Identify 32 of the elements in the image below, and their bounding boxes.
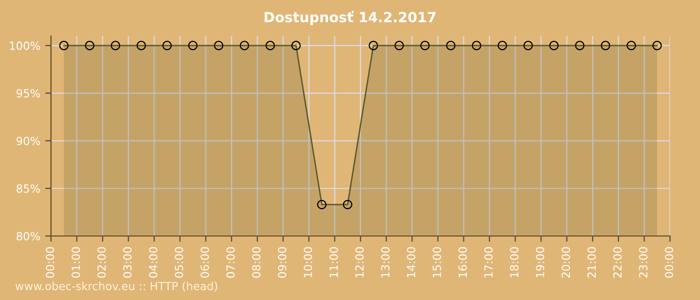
x-tick-label: 08:00	[252, 247, 261, 278]
chart-title: Dostupnosť 14.2.2017	[264, 10, 436, 26]
x-tick-label: 16:00	[458, 247, 467, 278]
x-tick-label: 09:00	[278, 247, 286, 278]
x-tick-label: 15:00	[432, 247, 442, 278]
x-tick-label: 14:00	[406, 247, 416, 278]
x-tick-label: 00:00	[46, 247, 54, 278]
y-tick-label: 100%	[10, 42, 40, 50]
text: www.obec-skrchov.eu :: HTTP (head)	[15, 282, 218, 292]
y-tick-label: 80%	[16, 232, 40, 240]
y-tick-label: 90%	[16, 136, 40, 146]
y-tick-label: 95%	[16, 89, 40, 98]
x-tick-label: 00:00	[664, 247, 674, 278]
y-tick-label: 85%	[16, 184, 40, 193]
x-tick-label: 03:00	[123, 247, 132, 278]
x-tick-label: 12:00	[355, 247, 364, 278]
x-tick-label: 18:00	[510, 247, 518, 278]
x-tick-label: 20:00	[562, 247, 570, 278]
x-tick-label: 22:00	[613, 247, 622, 278]
x-tick-label: 06:00	[200, 247, 209, 278]
x-tick-label: 11:00	[330, 247, 338, 278]
x-tick-label: 23:00	[639, 247, 648, 278]
x-tick-label: 02:00	[97, 247, 106, 278]
x-tick-label: 07:00	[226, 247, 235, 278]
x-tick-label: 17:00	[484, 247, 493, 278]
x-tick-label: 21:00	[587, 247, 596, 278]
x-tick-label: 05:00	[174, 247, 184, 278]
x-tick-label: 04:00	[148, 247, 158, 278]
x-tick-label: 01:00	[72, 247, 80, 278]
x-tick-label: 10:00	[304, 247, 312, 278]
x-tick-label: 13:00	[381, 247, 390, 278]
x-tick-label: 19:00	[536, 247, 544, 278]
